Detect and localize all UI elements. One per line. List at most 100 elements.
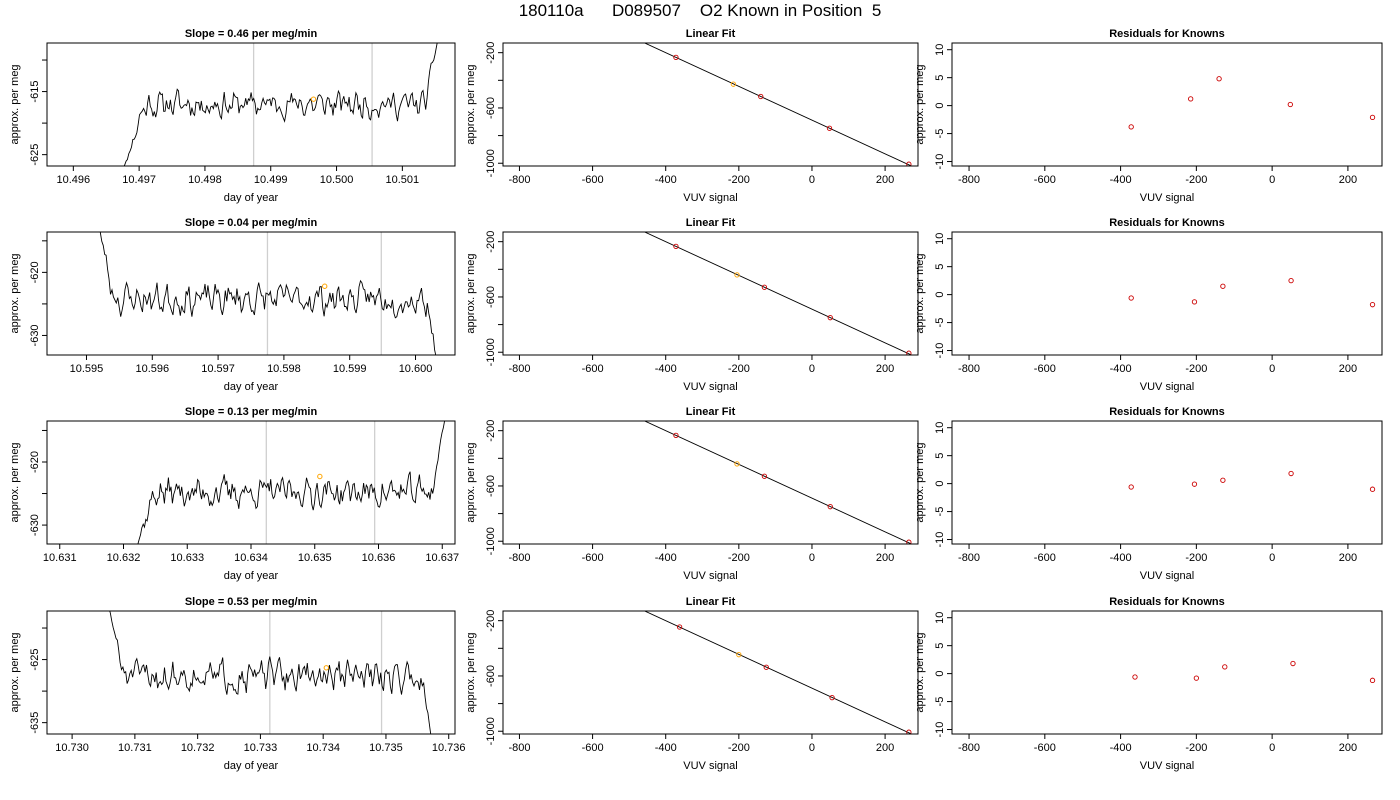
x-tick-label: -200 — [728, 174, 750, 186]
x-axis-label: day of year — [224, 381, 279, 393]
x-tick-label: 0 — [809, 552, 815, 564]
data-point — [1288, 470, 1294, 477]
x-tick-label: -200 — [1185, 552, 1207, 564]
y-tick-label: 5 — [934, 453, 946, 459]
data-point — [761, 473, 768, 479]
y-tick-label: -1000 — [485, 717, 497, 745]
data-point — [1193, 675, 1200, 681]
data-point — [761, 284, 768, 290]
x-tick-label: 0 — [809, 363, 815, 375]
data-point — [1369, 677, 1376, 683]
x-tick-label: -400 — [655, 742, 677, 754]
x-tick-label: 10.631 — [43, 552, 77, 564]
data-point — [1132, 674, 1138, 680]
x-tick-label: -400 — [1110, 174, 1132, 186]
data-point — [1128, 484, 1134, 490]
panel-title: Slope = 0.13 per meg/min — [185, 406, 318, 418]
x-axis-label: VUV signal — [1140, 381, 1194, 393]
x-tick-label: 10.636 — [362, 552, 396, 564]
plot-frame — [46, 42, 456, 167]
y-axis-label: approx. per meg — [914, 64, 926, 144]
marker-point — [323, 665, 330, 671]
series-line — [137, 421, 446, 544]
x-tick-label: -400 — [655, 363, 677, 375]
plot-frame — [46, 610, 456, 735]
y-tick-label: -5 — [934, 129, 946, 139]
x-tick-label: -800 — [508, 174, 530, 186]
y-tick-label: -200 — [485, 231, 497, 253]
x-axis-label: VUV signal — [1140, 760, 1194, 772]
plot-area — [123, 43, 438, 166]
y-tick-label: -10 — [934, 532, 946, 548]
x-axis-label: VUV signal — [1140, 570, 1194, 582]
x-tick-label: -400 — [655, 174, 677, 186]
x-tick-label: 200 — [1339, 174, 1357, 186]
plot-frame — [951, 420, 1383, 545]
x-tick-label: -600 — [582, 174, 604, 186]
x-axis-label: day of year — [224, 760, 279, 772]
data-point — [906, 161, 912, 166]
data-point — [1369, 486, 1376, 492]
x-tick-label: -600 — [1034, 742, 1056, 754]
y-tick-label: 0 — [934, 671, 946, 677]
x-tick-label: 200 — [1339, 363, 1357, 375]
panel-1-2: Linear Fit -800 -600 -400 -200 0 200 -1000 -600 -… — [465, 28, 919, 204]
data-point — [1128, 124, 1134, 130]
y-axis-label: approx. per meg — [9, 632, 21, 712]
x-tick-label: -600 — [582, 552, 604, 564]
x-tick-label: 10.600 — [399, 363, 433, 375]
x-tick-label: 200 — [876, 174, 894, 186]
panel-4-2: Linear Fit -800 -600 -400 -200 0 200 -1000 -600 -… — [465, 596, 919, 772]
plot-area — [1128, 470, 1376, 492]
data-point — [906, 729, 912, 734]
y-tick-label: 0 — [934, 103, 946, 109]
x-tick-label: 10.733 — [244, 742, 278, 754]
y-tick-label: -200 — [485, 42, 497, 64]
x-tick-label: 10.497 — [122, 174, 156, 186]
y-tick-label: 0 — [934, 481, 946, 487]
plot-area — [1128, 76, 1376, 130]
x-tick-label: 10.736 — [432, 742, 466, 754]
plot-area — [109, 611, 432, 734]
panel-title: Residuals for Knowns — [1109, 28, 1225, 40]
y-tick-label: -625 — [29, 144, 41, 166]
data-point — [730, 81, 737, 87]
x-tick-label: 10.637 — [425, 552, 459, 564]
panel-title: Slope = 0.04 per meg/min — [185, 217, 318, 229]
y-tick-label: -620 — [29, 261, 41, 283]
y-tick-label: -600 — [485, 97, 497, 119]
x-tick-label: 10.634 — [234, 552, 268, 564]
marker-point — [310, 96, 317, 102]
data-point — [763, 664, 769, 670]
y-tick-label: -5 — [934, 318, 946, 328]
marker-point — [322, 283, 328, 289]
data-point — [1369, 114, 1376, 121]
panel-4-1: Slope = 0.53 per meg/min 10.730 10.731 10.7… — [9, 596, 466, 772]
panel-title: Slope = 0.53 per meg/min — [185, 596, 318, 608]
data-point — [1128, 295, 1134, 301]
data-point — [673, 54, 679, 61]
y-axis-label: approx. per meg — [465, 253, 477, 333]
x-tick-label: -800 — [958, 363, 980, 375]
y-tick-label: -5 — [934, 697, 946, 707]
data-point — [1216, 76, 1222, 82]
y-tick-label: -10 — [934, 343, 946, 359]
y-axis-label: approx. per meg — [9, 253, 21, 333]
x-tick-label: 10.734 — [306, 742, 340, 754]
x-tick-label: -800 — [508, 552, 530, 564]
x-tick-label: 10.731 — [118, 742, 152, 754]
plot-frame — [951, 231, 1383, 356]
x-tick-label: 10.735 — [369, 742, 403, 754]
y-tick-label: -615 — [29, 81, 41, 103]
x-tick-label: 0 — [809, 742, 815, 754]
data-point — [827, 504, 833, 510]
plot-frame — [951, 42, 1383, 167]
plot-frame — [502, 420, 919, 545]
panel-3-3: Residuals for Knowns -800 -600 -400 -200 0 200… — [914, 406, 1383, 582]
y-tick-label: -600 — [485, 475, 497, 497]
y-axis-label: approx. per meg — [465, 442, 477, 522]
x-tick-label: 10.501 — [386, 174, 420, 186]
y-tick-label: -620 — [29, 451, 41, 473]
data-point — [673, 243, 679, 250]
